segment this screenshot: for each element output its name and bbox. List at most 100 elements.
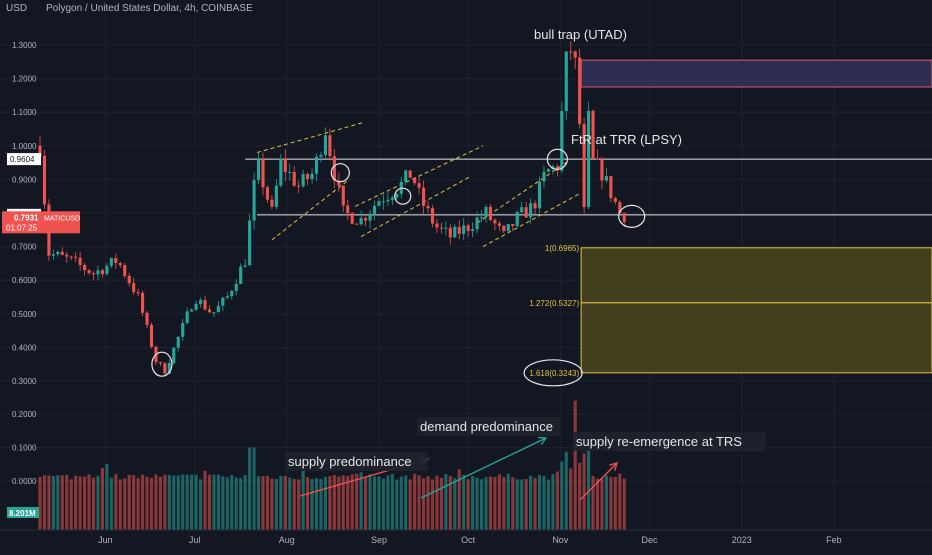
candle-body (591, 110, 595, 159)
volume-bar (604, 475, 608, 530)
volume-bar (613, 476, 617, 530)
candle-body (475, 217, 479, 230)
trend-line (482, 192, 582, 248)
candle-body (462, 225, 466, 234)
candle-body (346, 205, 350, 214)
candle-body (613, 198, 617, 202)
candle-body (359, 218, 363, 225)
annotations: bull trap (UTAD) FtR at TRR (LPSY) supply … (285, 27, 767, 471)
candle-body (100, 270, 105, 275)
candle-body (74, 256, 78, 258)
volume-bar (145, 476, 149, 530)
volume-bar (69, 479, 73, 530)
volume-bar (47, 475, 51, 530)
volume-bar (600, 478, 604, 530)
volume-bar (132, 475, 136, 530)
volume-bar (587, 448, 591, 530)
volume-bar (221, 476, 225, 530)
price-tick-label: 1.2000 (12, 75, 37, 84)
candle-body (479, 217, 484, 219)
last-price-value: 0.7931 (14, 213, 39, 222)
candle-body (404, 170, 408, 182)
volume-bar (270, 478, 274, 530)
candle-body (248, 220, 252, 266)
price-tick-label: 0.6000 (12, 276, 37, 285)
volume-bar (105, 464, 109, 530)
volume-bar (551, 474, 555, 530)
candle-body (564, 51, 568, 112)
candle-body (319, 154, 323, 157)
volume-bar (448, 475, 452, 530)
candle-body (274, 185, 278, 207)
candle-body (502, 225, 506, 231)
annotation-text: demand predominance (420, 419, 553, 434)
volume-bar (292, 478, 296, 530)
volume-bar (91, 477, 96, 530)
candle-body (604, 176, 608, 181)
candle-body (323, 135, 328, 155)
annotation-text: bull trap (UTAD) (534, 27, 627, 42)
volume-bar (515, 479, 519, 530)
volume-bar (163, 474, 167, 530)
candle-body (306, 174, 310, 180)
candle-body (301, 174, 305, 187)
volume-last-value: 8.201M (9, 509, 36, 518)
candle-body (582, 123, 586, 208)
candle-body (587, 110, 591, 208)
volume-bar (591, 475, 595, 530)
volume-bar (622, 478, 626, 530)
candle-body (453, 226, 457, 238)
volume-bar (444, 474, 448, 530)
candle-body (114, 258, 118, 263)
volume-bar (301, 468, 305, 530)
price-tick-label: 0.4000 (12, 343, 37, 352)
arrow-supply-reemergence-head (609, 462, 618, 471)
volume-bar (279, 475, 283, 530)
candle-body (417, 183, 421, 188)
candle-body (618, 201, 622, 214)
candle-body (595, 158, 600, 160)
candle-body (426, 205, 430, 209)
volume-bar (395, 479, 399, 530)
volume-bar (265, 475, 270, 530)
volume-bar (488, 476, 493, 530)
candle-body (118, 262, 122, 266)
volume-bar (216, 474, 220, 530)
candle-body (355, 223, 359, 225)
candle-body (221, 297, 225, 306)
highlight-circle (330, 163, 350, 183)
candle-body (337, 180, 341, 186)
candle-body (91, 273, 96, 275)
candle-body (511, 224, 515, 227)
candle-body (51, 254, 55, 256)
volume-bar (609, 476, 613, 530)
candle-body (310, 173, 314, 180)
volume-bar (564, 451, 568, 530)
candle-body (515, 212, 519, 227)
volume-bar (341, 475, 345, 530)
volume-bar (471, 475, 475, 530)
volume-bar (346, 475, 350, 530)
volume-bar (332, 475, 336, 530)
volume-tag-bg (7, 507, 39, 518)
volume-bar (453, 478, 457, 530)
volume-bar (413, 473, 417, 530)
time-tick-label: Jun (98, 535, 113, 545)
volume-bar (386, 475, 390, 530)
candle-body (190, 309, 194, 312)
volume-bar (511, 477, 515, 530)
volume-bar (261, 476, 265, 530)
volume-bar (65, 474, 69, 530)
volume-bar (248, 447, 252, 530)
candle-body (207, 309, 212, 313)
candle-body (69, 256, 73, 258)
volume-bar (190, 474, 194, 530)
candle-body (105, 265, 109, 275)
candle-body (198, 300, 203, 304)
fib-label: 1.618(0.3243) (529, 369, 579, 378)
candle-body (212, 312, 216, 314)
volume-bar (497, 474, 501, 530)
volume-bar (493, 477, 497, 530)
candle-body (546, 169, 551, 172)
